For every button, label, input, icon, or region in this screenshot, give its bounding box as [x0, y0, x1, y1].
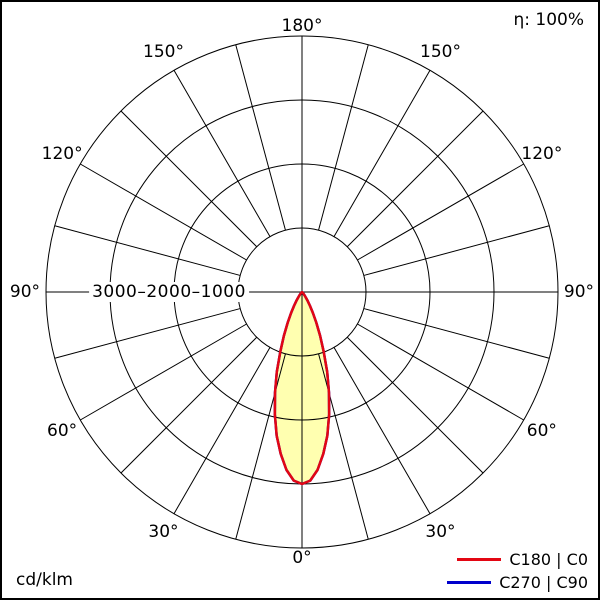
- grid-spoke: [54, 308, 241, 359]
- angle-label-120-right: 120°: [521, 143, 563, 164]
- grid-spoke: [235, 353, 286, 540]
- efficiency-label: η: 100%: [513, 10, 584, 30]
- angle-label-150-right: 150°: [420, 42, 461, 63]
- grid-spoke: [80, 163, 247, 261]
- grid-spoke: [363, 308, 550, 359]
- angle-label-120-left: 120°: [41, 143, 83, 164]
- grid-spoke: [357, 163, 524, 261]
- grid-spoke: [357, 323, 524, 421]
- grid-spoke: [346, 110, 484, 248]
- grid-spoke: [363, 225, 550, 276]
- unit-label: cd/klm: [16, 570, 73, 590]
- curve-c180-c0: [273, 290, 331, 486]
- grid-spoke: [235, 44, 286, 231]
- grid-spoke: [173, 70, 271, 237]
- angle-label-30-left: 30°: [148, 521, 179, 542]
- angle-label-0: 0°: [292, 548, 312, 568]
- angle-label-30-right: 30°: [425, 521, 456, 542]
- legend: C180 | C0 C270 | C90: [447, 550, 588, 592]
- legend-item-c0: C180 | C0: [447, 550, 588, 569]
- legend-label-c90: C270 | C90: [499, 573, 588, 592]
- grid-spoke: [173, 347, 271, 514]
- grid-spoke: [54, 225, 241, 276]
- angle-label-90-left: 90°: [9, 282, 41, 302]
- angle-label-150-left: 150°: [143, 42, 184, 63]
- angle-label-60-left: 60°: [47, 420, 78, 441]
- legend-line-c90: [447, 581, 492, 584]
- grid-spoke: [318, 353, 369, 540]
- angle-label-180: 180°: [281, 16, 323, 36]
- angle-label-60-right: 60°: [526, 420, 557, 441]
- grid-spoke: [120, 110, 258, 248]
- radial-scale-label: 3000–2000–1000: [89, 282, 249, 302]
- legend-line-c0: [457, 558, 502, 561]
- grid-spoke: [346, 336, 484, 474]
- legend-label-c0: C180 | C0: [509, 550, 588, 569]
- legend-item-c90: C270 | C90: [447, 573, 588, 592]
- grid-spoke: [333, 70, 431, 237]
- angle-label-90-right: 90°: [563, 282, 595, 302]
- grid-spoke: [318, 44, 369, 231]
- grid-spoke: [80, 323, 247, 421]
- grid-spoke: [120, 336, 258, 474]
- grid-spoke: [333, 347, 431, 514]
